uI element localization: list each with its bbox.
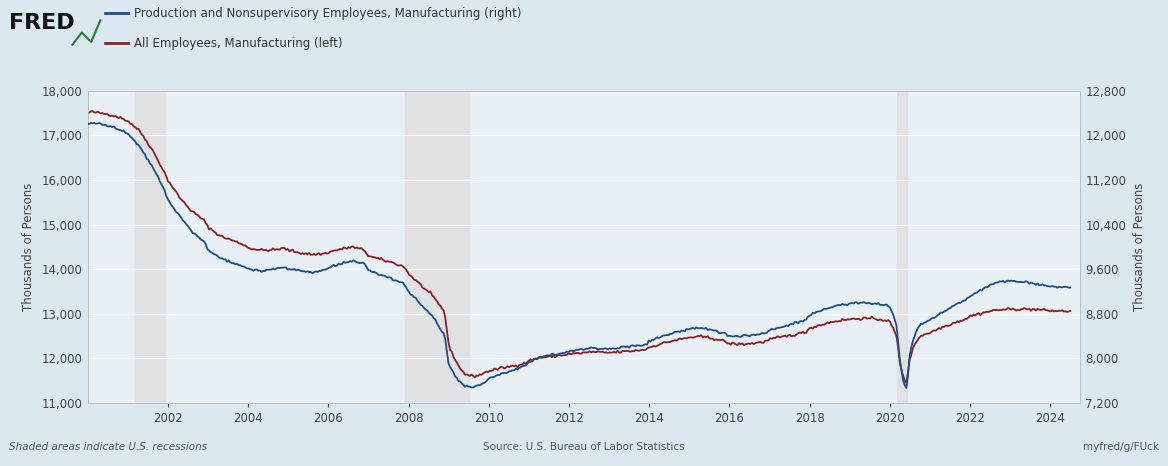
Y-axis label: Thousands of Persons: Thousands of Persons — [22, 183, 35, 311]
Text: All Employees, Manufacturing (left): All Employees, Manufacturing (left) — [134, 37, 343, 50]
Text: Source: U.S. Bureau of Labor Statistics: Source: U.S. Bureau of Labor Statistics — [484, 442, 684, 452]
Y-axis label: Thousands of Persons: Thousands of Persons — [1133, 183, 1146, 311]
Text: myfred/g/FUck: myfred/g/FUck — [1083, 442, 1159, 452]
Bar — [405, 91, 468, 403]
Text: FRED: FRED — [9, 13, 75, 33]
Text: Shaded areas indicate U.S. recessions: Shaded areas indicate U.S. recessions — [9, 442, 208, 452]
Text: Production and Nonsupervisory Employees, Manufacturing (right): Production and Nonsupervisory Employees,… — [134, 7, 522, 20]
Bar — [134, 91, 165, 403]
Bar — [897, 91, 906, 403]
